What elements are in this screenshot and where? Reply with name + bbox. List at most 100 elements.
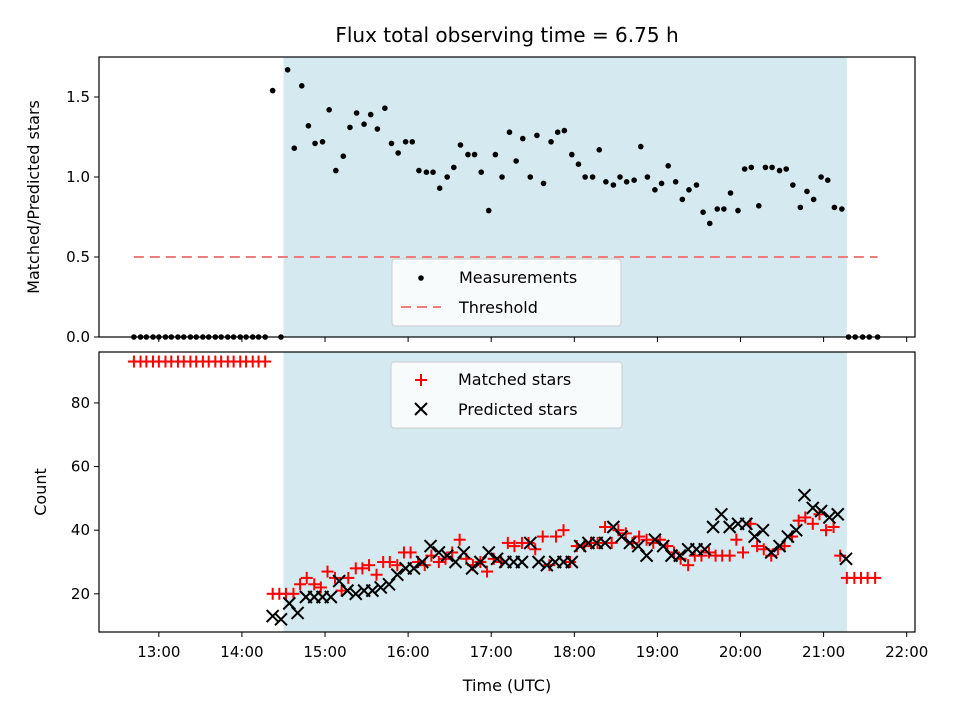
predicted-star-point: [747, 529, 762, 544]
measurement-point: [769, 164, 775, 171]
measurement-point: [783, 166, 790, 172]
bottom-y-tick-label: 40: [71, 521, 90, 539]
measurement-point: [326, 107, 332, 113]
matched-star-point: [806, 517, 819, 530]
measurement-point: [818, 174, 824, 180]
predicted-star-point: [340, 583, 355, 598]
x-tick-label: 15:00: [303, 643, 346, 661]
top-y-axis-label: Matched/Predicted stars: [24, 100, 43, 294]
predicted-star-point: [822, 510, 837, 525]
measurement-point: [312, 140, 318, 147]
matched-star-point: [314, 581, 327, 594]
predicted-star-point: [490, 552, 504, 566]
bottom-axes-frame: [98, 351, 916, 633]
legend-predicted-label: Predicted stars: [458, 400, 578, 419]
measurement-point: [665, 163, 672, 169]
measurement-point: [485, 207, 492, 214]
legend-measurements-marker: [418, 275, 424, 281]
measurement-point: [644, 174, 651, 180]
predicted-star-point: [673, 548, 687, 563]
predicted-star-point: [365, 583, 380, 598]
matched-star-point: [383, 556, 396, 568]
predicted-star-point: [573, 539, 587, 553]
top-y-tick-label: 0.0: [66, 328, 90, 346]
measurement-point: [409, 139, 416, 145]
matched-star-point: [682, 559, 695, 572]
x-tick-label: 17:00: [470, 643, 513, 661]
bottom-y-axis-label: Count: [31, 468, 50, 516]
matched-star-point: [869, 571, 882, 584]
predicted-star-point: [440, 548, 454, 563]
predicted-star-point: [457, 545, 471, 560]
measurement-point: [298, 83, 305, 89]
measurement-point: [554, 129, 561, 135]
matched-star-point: [522, 536, 535, 549]
matched-star-point: [751, 540, 764, 553]
matched-star-point: [308, 578, 321, 591]
measurement-point: [416, 167, 422, 174]
measurement-point: [527, 174, 534, 180]
measurement-point: [762, 164, 769, 171]
measurement-point: [672, 179, 679, 185]
measurement-point: [540, 180, 547, 187]
measurement-point: [457, 142, 464, 148]
matched-star-point: [294, 578, 307, 591]
matched-star-point: [723, 549, 736, 562]
matched-star-points: [127, 355, 882, 600]
measurement-point: [423, 169, 430, 175]
matched-star-point: [370, 568, 383, 581]
measurement-point: [284, 67, 291, 73]
predicted-star-point: [756, 523, 770, 537]
bottom-legend: Matched stars Predicted stars: [390, 361, 623, 429]
measurement-point: [693, 182, 700, 188]
measurement-point: [652, 187, 658, 193]
measurement-point: [291, 145, 298, 151]
x-tick-label: 13:00: [137, 643, 180, 661]
measurement-point: [596, 147, 603, 153]
measurement-point: [776, 167, 783, 174]
measurement-point: [575, 161, 582, 167]
top-y-tick-label: 1.0: [66, 168, 90, 186]
measurement-point: [741, 166, 748, 172]
measurement-point: [513, 158, 519, 164]
measurement-point: [492, 151, 499, 158]
matched-star-point: [820, 524, 833, 537]
measurement-point: [569, 151, 575, 158]
measurement-point: [706, 220, 713, 227]
measurement-point: [831, 204, 838, 211]
measurement-point: [727, 190, 734, 196]
predicted-star-point: [423, 539, 438, 553]
measurement-points: [131, 67, 881, 340]
predicted-star-point: [781, 529, 795, 544]
measurement-point: [623, 179, 630, 185]
predicted-star-point: [706, 520, 720, 534]
x-tick-label: 20:00: [719, 643, 762, 661]
predicted-star-point: [324, 590, 338, 604]
measurement-point: [333, 167, 339, 174]
top-x-ticks: [158, 337, 908, 342]
matched-star-point: [321, 565, 334, 578]
predicted-star-point: [531, 555, 546, 569]
predicted-star-point: [565, 555, 579, 569]
measurement-point: [395, 150, 401, 156]
matched-star-point: [432, 556, 445, 568]
measurement-point: [319, 139, 326, 145]
top-y-tick-label: 0.5: [66, 248, 90, 266]
predicted-star-point: [515, 555, 529, 569]
predicted-star-point: [415, 555, 429, 569]
predicted-star-point: [290, 606, 305, 620]
measurement-point: [519, 135, 526, 142]
predicted-star-point: [390, 568, 405, 582]
x-tick-label: 16:00: [386, 643, 429, 661]
measurement-point: [374, 126, 381, 132]
measurement-point: [402, 139, 409, 145]
measurement-point: [561, 127, 568, 134]
top-y-ticks: 0.0 0.5 1.0 1.5: [66, 88, 99, 346]
predicted-star-point: [722, 520, 737, 534]
measurement-point: [347, 124, 353, 131]
measurement-point: [839, 206, 845, 212]
legend-matched-marker: [415, 374, 427, 386]
measurement-point: [748, 164, 755, 171]
matched-star-point: [736, 546, 749, 559]
matched-star-point: [501, 536, 514, 549]
